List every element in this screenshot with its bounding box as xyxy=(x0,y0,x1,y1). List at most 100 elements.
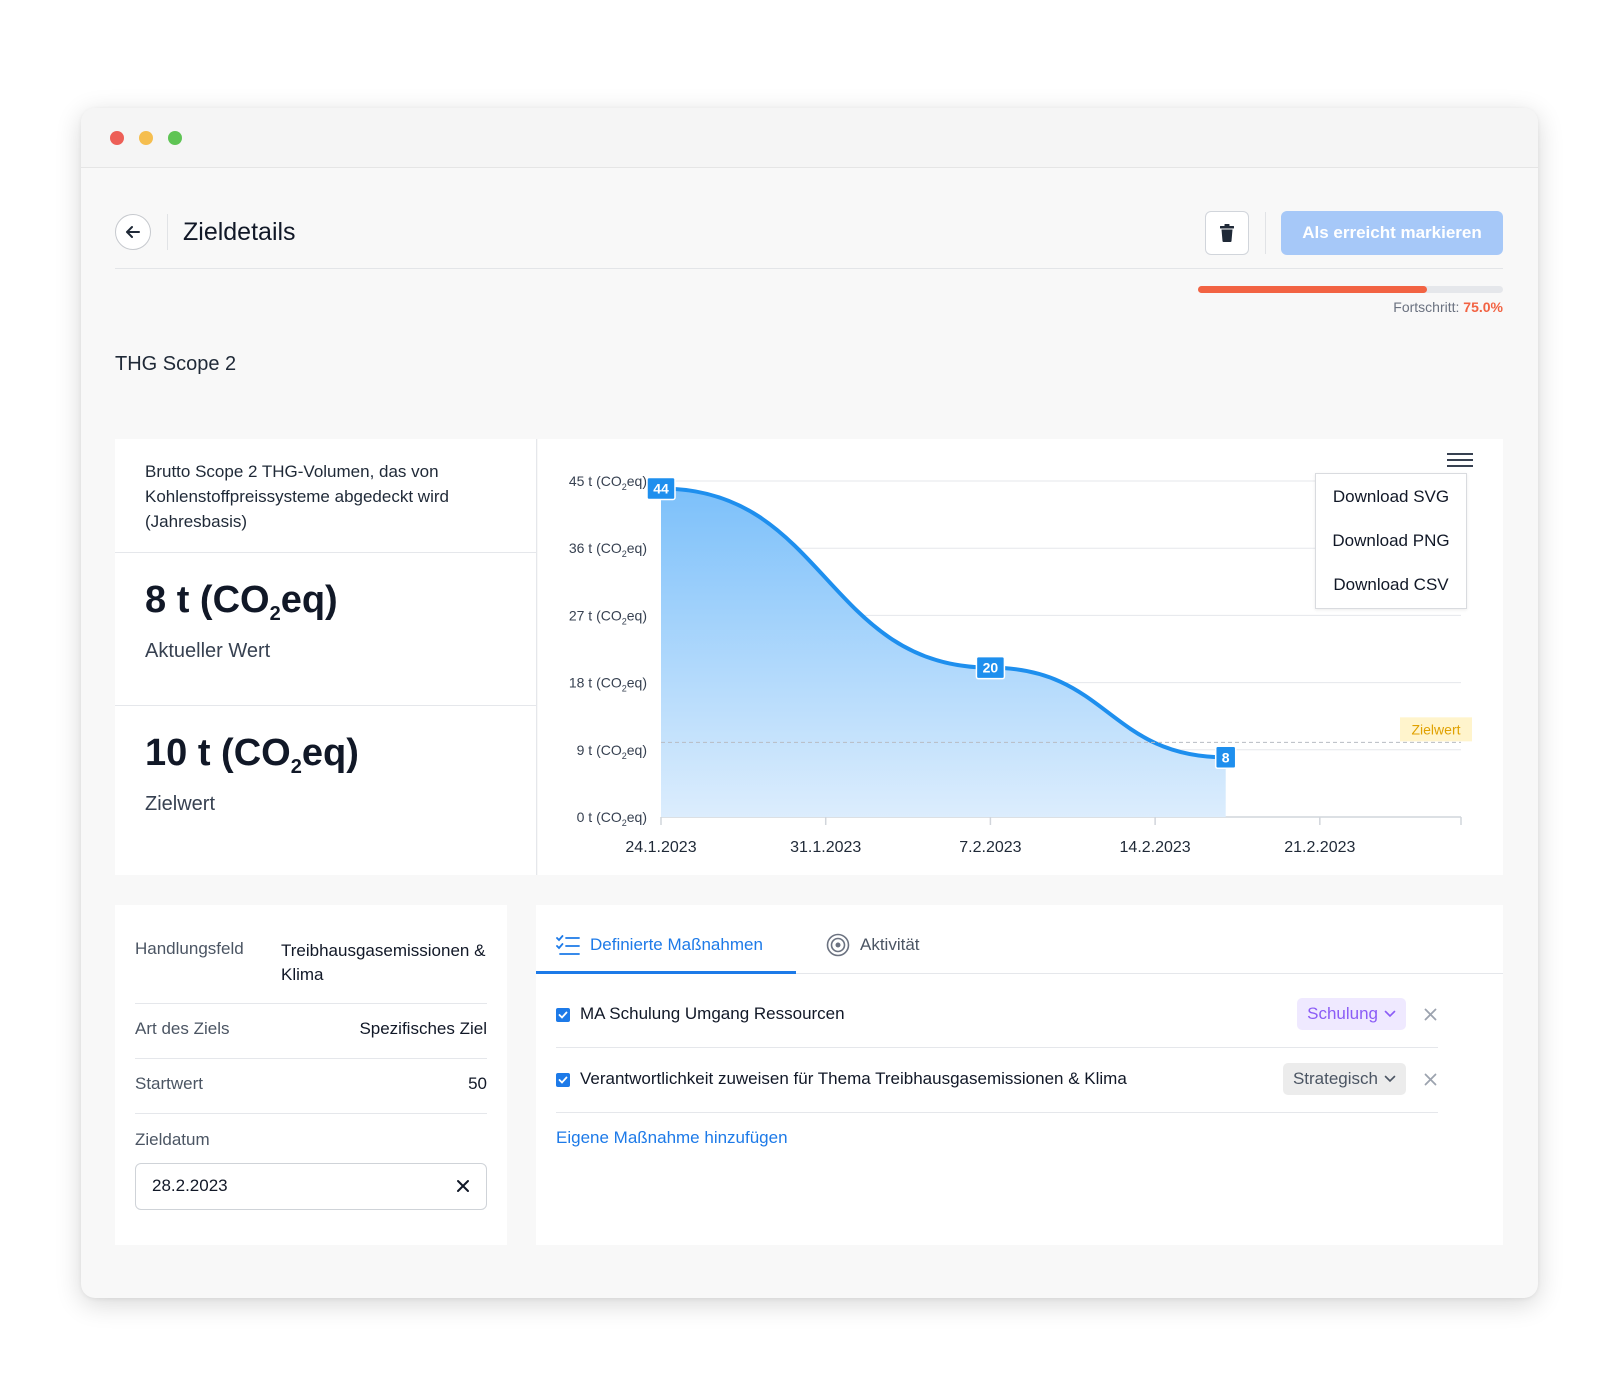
tab-defined-actions[interactable]: Definierte Maßnahmen xyxy=(556,925,763,965)
info-value: Treibhausgasemissionen & Klima xyxy=(281,941,486,984)
active-tab-indicator xyxy=(536,971,796,974)
info-label: Handlungsfeld xyxy=(135,939,244,958)
minimize-window-button[interactable] xyxy=(139,131,153,145)
kpi-panel: Brutto Scope 2 THG-Volumen, das von Kohl… xyxy=(115,439,537,875)
y-tick-label: 18 t (CO2eq) xyxy=(569,675,647,694)
progress-bar xyxy=(1198,286,1503,293)
checklist-icon xyxy=(556,934,580,956)
goal-info-card: Handlungsfeld Treibhausgasemissionen & K… xyxy=(115,905,507,1245)
info-label: Art des Ziels xyxy=(135,1019,230,1038)
action-divider xyxy=(556,1047,1438,1048)
info-divider xyxy=(135,1113,487,1114)
kpi-divider xyxy=(115,705,536,706)
chart-menu-icon[interactable] xyxy=(1447,449,1473,471)
progress-label: Fortschritt: xyxy=(1393,299,1460,315)
progress-value: 75.0% xyxy=(1463,299,1503,315)
download-menu-item[interactable]: Download PNG xyxy=(1332,531,1450,550)
tab-divider xyxy=(536,973,1503,974)
series-area xyxy=(661,488,1226,817)
action-divider xyxy=(556,1112,1438,1113)
target-line-label: Zielwert xyxy=(1411,721,1460,737)
close-icon xyxy=(1424,1008,1436,1020)
actions-card: Definierte Maßnahmen Aktivität MA Schulu… xyxy=(536,905,1503,1245)
mark-achieved-button[interactable]: Als erreicht markieren xyxy=(1281,211,1503,255)
header-divider xyxy=(1265,212,1266,254)
action-label: MA Schulung Umgang Ressourcen xyxy=(580,1004,845,1023)
delete-button[interactable] xyxy=(1205,211,1249,255)
info-divider xyxy=(135,1058,487,1059)
y-tick-label: 36 t (CO2eq) xyxy=(569,540,647,559)
tab-activity[interactable]: Aktivität xyxy=(826,925,920,965)
data-point-label: 44 xyxy=(653,480,669,496)
trash-icon xyxy=(1220,224,1234,242)
chart-export-menu: Download SVG Download PNG Download CSV xyxy=(1315,473,1467,609)
y-tick-label: 9 t (CO2eq) xyxy=(577,742,647,761)
remove-action-button[interactable] xyxy=(1422,1006,1438,1022)
x-tick-label: 21.2.2023 xyxy=(1284,839,1355,856)
y-tick-label: 27 t (CO2eq) xyxy=(569,607,647,626)
target-value-label: Zielwert xyxy=(145,793,216,815)
action-category-select[interactable]: Schulung xyxy=(1297,998,1406,1030)
kpi-divider xyxy=(115,552,536,553)
data-point-label-box xyxy=(1214,745,1237,770)
tab-label: Definierte Maßnahmen xyxy=(590,935,763,954)
action-item: MA Schulung Umgang Ressourcen Schulung xyxy=(556,991,1438,1041)
progress-text: Fortschritt: 75.0% xyxy=(1393,299,1503,315)
emissions-chart: 0 t (CO2eq) 9 t (CO2eq) 18 t (CO2eq) 27 t (… xyxy=(569,473,1472,856)
data-point-label: 8 xyxy=(1222,749,1230,765)
close-icon xyxy=(457,1180,469,1192)
download-menu-item[interactable]: Download CSV xyxy=(1333,575,1449,594)
action-item: Verantwortlichkeit zuweisen für Thema Tr… xyxy=(556,1056,1438,1106)
info-value: 50 xyxy=(468,1074,487,1093)
action-category-value: Schulung xyxy=(1307,1004,1378,1023)
current-value-label: Aktueller Wert xyxy=(145,640,271,662)
target-label-box xyxy=(1400,717,1472,742)
add-action-link[interactable]: Eigene Maßnahme hinzufügen xyxy=(556,1128,788,1147)
x-tick-label: 7.2.2023 xyxy=(959,839,1021,856)
series-line xyxy=(659,486,1228,760)
back-button[interactable] xyxy=(115,214,151,250)
action-label: Verantwortlichkeit zuweisen für Thema Tr… xyxy=(580,1069,1127,1088)
goal-description: Brutto Scope 2 THG-Volumen, das von Kohl… xyxy=(145,462,449,531)
action-category-select[interactable]: Strategisch xyxy=(1282,1063,1406,1095)
data-point-label-box xyxy=(975,655,1006,680)
remove-action-button[interactable] xyxy=(1422,1071,1438,1087)
clear-date-button[interactable] xyxy=(452,1175,474,1197)
header-divider-line xyxy=(115,268,1503,269)
progress-bar-fill xyxy=(1198,286,1427,293)
chevron-down-icon xyxy=(1384,1010,1396,1018)
header-divider xyxy=(167,214,168,250)
arrow-left-icon xyxy=(126,226,140,238)
target-date-value: 28.2.2023 xyxy=(152,1176,228,1195)
action-category-value: Strategisch xyxy=(1292,1069,1378,1088)
window-titlebar xyxy=(81,108,1538,168)
close-window-button[interactable] xyxy=(110,131,124,145)
page-title: Zieldetails xyxy=(183,218,296,246)
y-tick-label: 0 t (CO2eq) xyxy=(577,809,647,828)
tab-label: Aktivität xyxy=(860,935,920,954)
check-icon xyxy=(558,1011,568,1019)
action-checkbox[interactable] xyxy=(556,1073,570,1087)
download-menu-item[interactable]: Download SVG xyxy=(1332,487,1450,506)
current-value: 8 t (CO2eq) xyxy=(145,579,338,625)
chart-panel: 0 t (CO2eq) 9 t (CO2eq) 18 t (CO2eq) 27 t (… xyxy=(538,439,1503,875)
data-point-label-box xyxy=(646,476,676,501)
section-title: THG Scope 2 xyxy=(115,353,237,375)
data-point-label: 20 xyxy=(983,660,999,676)
close-icon xyxy=(1424,1073,1436,1085)
info-value: Spezifisches Ziel xyxy=(359,1019,487,1038)
info-row-handlungsfeld: Handlungsfeld Treibhausgasemissionen & K… xyxy=(135,939,487,989)
app-window: Zieldetails Als erreicht markieren Forts… xyxy=(81,108,1538,1298)
y-tick-label: 45 t (CO2eq) xyxy=(569,473,647,492)
target-date-label: Zieldatum xyxy=(135,1130,210,1149)
target-value: 10 t (CO2eq) xyxy=(145,732,359,778)
target-date-input[interactable]: 28.2.2023 xyxy=(135,1163,487,1210)
info-label: Startwert xyxy=(135,1074,204,1093)
x-tick-label: 14.2.2023 xyxy=(1120,839,1191,856)
target-icon xyxy=(826,933,850,957)
chevron-down-icon xyxy=(1384,1075,1396,1083)
action-checkbox[interactable] xyxy=(556,1008,570,1022)
check-icon xyxy=(558,1076,568,1084)
info-divider xyxy=(135,1003,487,1004)
zoom-window-button[interactable] xyxy=(168,131,182,145)
